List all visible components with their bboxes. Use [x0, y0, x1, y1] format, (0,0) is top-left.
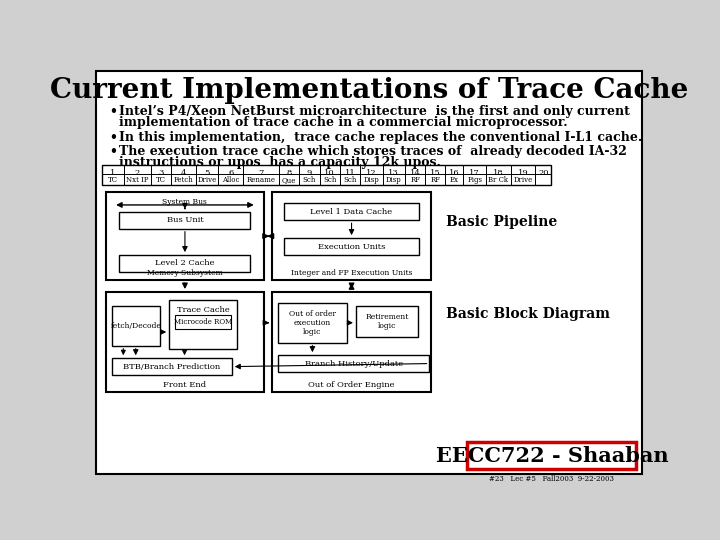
Bar — [467, 442, 636, 469]
Text: Br Ck: Br Ck — [488, 176, 508, 184]
Text: The execution trace cache which stores traces of  already decoded IA-32: The execution trace cache which stores t… — [119, 145, 626, 158]
Text: Nxt IP: Nxt IP — [126, 176, 149, 184]
Text: 4: 4 — [181, 168, 186, 177]
Text: 20: 20 — [538, 168, 549, 177]
Text: 9: 9 — [307, 168, 312, 177]
Text: TC: TC — [156, 176, 166, 184]
Text: Sch: Sch — [323, 176, 336, 184]
Text: In this implementation,  trace cache replaces the conventional I-L1 cache.: In this implementation, trace cache repl… — [119, 131, 642, 144]
Text: 14: 14 — [410, 168, 420, 177]
Text: TC: TC — [108, 176, 118, 184]
Text: Microcode ROM: Microcode ROM — [174, 318, 233, 326]
Text: Ex: Ex — [450, 176, 459, 184]
Text: Trace Cache: Trace Cache — [177, 306, 230, 314]
Text: 7: 7 — [258, 168, 264, 177]
Text: Level 1 Data Cache: Level 1 Data Cache — [310, 208, 392, 216]
Text: Fetch: Fetch — [174, 176, 194, 184]
Text: Rename: Rename — [247, 176, 276, 184]
Bar — [284, 204, 419, 220]
Text: 1: 1 — [110, 168, 115, 177]
Text: Intel’s P4/Xeon NetBurst microarchitecture  is the first and only current: Intel’s P4/Xeon NetBurst microarchitectu… — [119, 105, 629, 118]
Text: Basic Pipeline: Basic Pipeline — [446, 215, 558, 229]
Text: BTB/Branch Prediction: BTB/Branch Prediction — [123, 363, 220, 370]
Text: Bus Unit: Bus Unit — [166, 217, 203, 224]
Bar — [169, 300, 238, 349]
Bar — [112, 358, 232, 375]
Text: 13: 13 — [388, 168, 399, 177]
Bar — [279, 355, 429, 372]
Bar — [356, 306, 418, 336]
Text: Retirement
logic: Retirement logic — [365, 313, 408, 330]
Text: System Bus: System Bus — [163, 198, 207, 206]
Text: Disp: Disp — [386, 176, 402, 184]
Text: 17: 17 — [469, 168, 480, 177]
Text: 8: 8 — [287, 168, 292, 177]
Text: Drive: Drive — [197, 176, 217, 184]
Text: Disp: Disp — [364, 176, 379, 184]
Bar — [106, 192, 264, 280]
Text: implementation of trace cache in a commercial microprocessor.: implementation of trace cache in a comme… — [119, 116, 567, 129]
Text: RF: RF — [431, 176, 441, 184]
Text: Out of Order Engine: Out of Order Engine — [308, 381, 395, 389]
Text: 10: 10 — [325, 168, 335, 177]
Text: fetch/Decode: fetch/Decode — [110, 322, 161, 330]
Bar — [272, 192, 431, 280]
Text: 19: 19 — [518, 168, 528, 177]
Bar — [112, 306, 160, 346]
Text: Execution Units: Execution Units — [318, 242, 385, 251]
Text: Level 2 Cache: Level 2 Cache — [156, 259, 215, 267]
Text: •: • — [109, 131, 117, 144]
Text: 3: 3 — [158, 168, 164, 177]
Bar — [272, 292, 431, 392]
Text: Memory Subsystem: Memory Subsystem — [147, 269, 222, 278]
Bar — [106, 292, 264, 392]
Text: 6: 6 — [228, 168, 233, 177]
Text: 2: 2 — [135, 168, 140, 177]
Text: Figs: Figs — [467, 176, 482, 184]
Text: 12: 12 — [366, 168, 377, 177]
Text: Branch History/Update: Branch History/Update — [305, 360, 403, 368]
Text: instructions or upos  has a capacity 12k upos.: instructions or upos has a capacity 12k … — [119, 156, 441, 168]
Text: #23   Lec #5   Fall2003  9-22-2003: #23 Lec #5 Fall2003 9-22-2003 — [490, 475, 614, 483]
Text: 16: 16 — [449, 168, 460, 177]
Text: Sch: Sch — [343, 176, 356, 184]
Text: EECC722 - Shaaban: EECC722 - Shaaban — [436, 446, 668, 465]
Text: Que: Que — [282, 176, 297, 184]
Text: Integer and FP Execution Units: Integer and FP Execution Units — [291, 269, 413, 278]
Text: Alloc: Alloc — [222, 176, 240, 184]
Text: •: • — [109, 145, 117, 158]
Text: 5: 5 — [204, 168, 210, 177]
Text: Front End: Front End — [163, 381, 207, 389]
Text: Sch: Sch — [303, 176, 316, 184]
Text: •: • — [109, 105, 117, 118]
Text: Current Implementations of Trace Cache: Current Implementations of Trace Cache — [50, 77, 688, 104]
Text: 18: 18 — [493, 168, 504, 177]
Text: 11: 11 — [345, 168, 356, 177]
Text: RF: RF — [410, 176, 420, 184]
Bar — [120, 212, 251, 229]
Bar — [284, 238, 419, 255]
Bar — [175, 315, 231, 329]
Text: 15: 15 — [430, 168, 441, 177]
Bar — [102, 165, 551, 185]
Bar — [120, 255, 251, 272]
Text: Basic Block Diagram: Basic Block Diagram — [446, 307, 611, 321]
Text: Drive: Drive — [513, 176, 533, 184]
Text: Out of order
execution
logic: Out of order execution logic — [289, 309, 336, 336]
Bar — [279, 303, 346, 343]
